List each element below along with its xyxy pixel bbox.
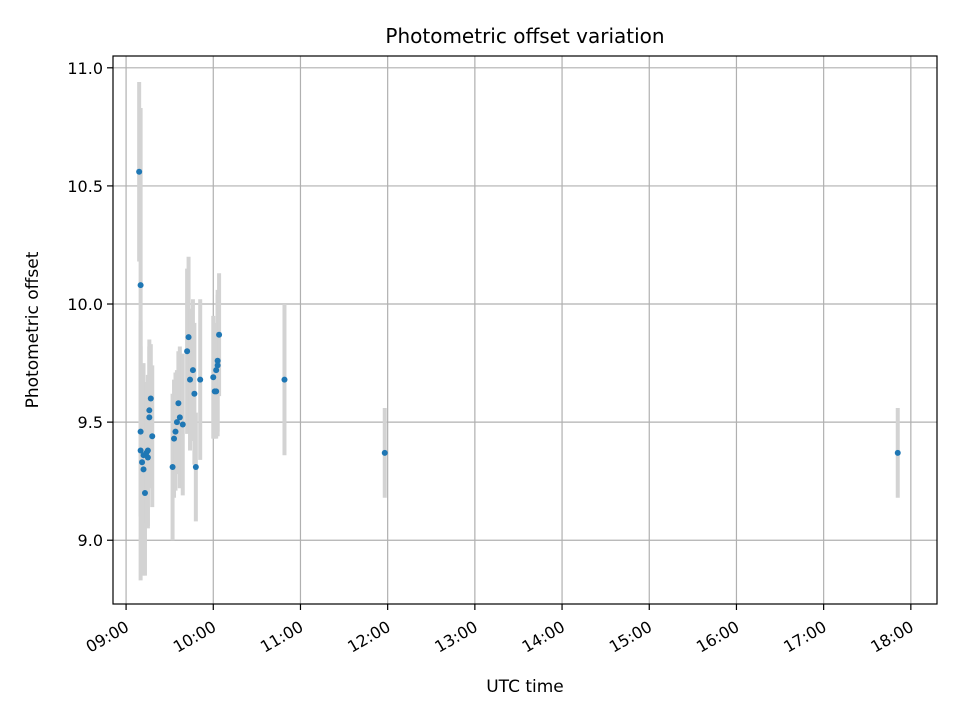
data-point	[175, 400, 182, 407]
y-tick-label: 11.0	[67, 59, 103, 78]
grid	[113, 56, 937, 604]
data-point	[141, 489, 148, 496]
x-axis-label: UTC time	[486, 677, 564, 697]
data-point	[144, 447, 151, 454]
data-point	[281, 376, 288, 383]
data-point	[137, 428, 144, 435]
data-point	[192, 464, 199, 470]
data-point	[171, 435, 178, 442]
data-point	[213, 388, 220, 395]
data-point	[216, 331, 223, 338]
data-point	[169, 464, 176, 470]
data-point	[149, 433, 156, 440]
data-point	[137, 282, 144, 289]
data-point	[146, 414, 153, 421]
data-point	[179, 421, 186, 428]
data-point	[191, 390, 198, 397]
data-point	[184, 348, 191, 355]
y-axis-ticks: 9.0 9.5 10.0 10.5 11.0	[67, 59, 113, 550]
data-point	[214, 357, 221, 364]
data-point	[210, 374, 217, 381]
data-point	[189, 367, 196, 374]
data-point	[185, 334, 192, 341]
data-point	[172, 428, 179, 435]
chart-title: Photometric offset variation	[385, 24, 664, 48]
y-tick-label: 9.0	[78, 531, 103, 550]
data-point	[173, 419, 180, 426]
data-point	[176, 414, 183, 421]
data-point	[894, 449, 901, 456]
data-point	[139, 459, 146, 466]
data-point	[187, 376, 194, 383]
y-axis-label: Photometric offset	[23, 251, 43, 408]
data-point	[146, 407, 153, 414]
data-point	[197, 376, 204, 383]
y-tick-label: 9.5	[78, 413, 103, 432]
data-point	[136, 168, 143, 175]
data-point	[214, 362, 221, 369]
plot-frame	[112, 55, 938, 605]
data-point	[213, 367, 220, 374]
data-point	[140, 466, 147, 473]
data-points	[136, 168, 901, 496]
data-point	[137, 447, 144, 454]
data-point	[144, 454, 151, 461]
y-tick-label: 10.0	[67, 295, 103, 314]
y-tick-label: 10.5	[67, 177, 103, 196]
data-point	[381, 449, 388, 456]
data-point	[147, 395, 154, 402]
